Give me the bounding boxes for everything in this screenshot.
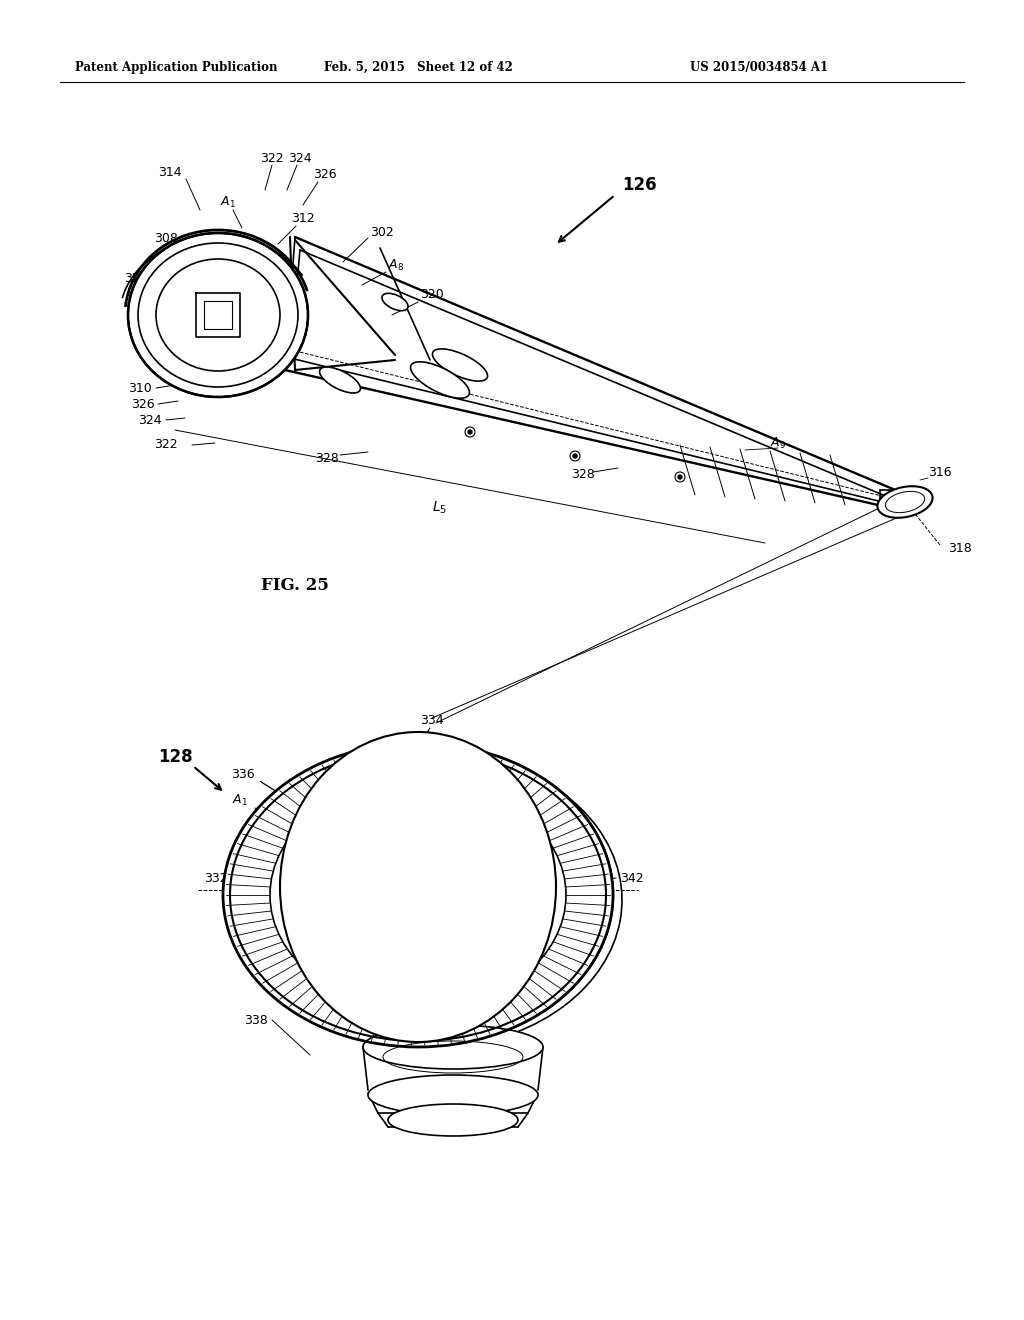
Text: 310: 310 bbox=[128, 381, 152, 395]
Text: 126: 126 bbox=[623, 176, 657, 194]
Ellipse shape bbox=[382, 293, 408, 310]
Ellipse shape bbox=[411, 362, 469, 399]
Text: Feb. 5, 2015   Sheet 12 of 42: Feb. 5, 2015 Sheet 12 of 42 bbox=[324, 61, 512, 74]
Text: 312: 312 bbox=[291, 211, 314, 224]
Text: 324: 324 bbox=[138, 413, 162, 426]
Text: $A_8$: $A_8$ bbox=[388, 257, 404, 272]
Text: 324: 324 bbox=[288, 152, 312, 165]
Text: 320: 320 bbox=[420, 289, 443, 301]
Text: 326: 326 bbox=[313, 169, 337, 181]
Ellipse shape bbox=[128, 234, 308, 397]
Ellipse shape bbox=[388, 1104, 518, 1137]
Text: 334: 334 bbox=[420, 714, 443, 726]
Text: 332: 332 bbox=[205, 871, 228, 884]
Text: 314: 314 bbox=[159, 165, 182, 178]
Ellipse shape bbox=[280, 733, 556, 1041]
Circle shape bbox=[675, 473, 685, 482]
Text: $A_1$: $A_1$ bbox=[220, 194, 236, 210]
Circle shape bbox=[468, 430, 472, 434]
Text: $A_9$: $A_9$ bbox=[770, 436, 786, 450]
Text: 128: 128 bbox=[158, 748, 193, 766]
Ellipse shape bbox=[270, 780, 566, 1010]
Text: 316: 316 bbox=[928, 466, 951, 479]
Text: 328: 328 bbox=[571, 469, 595, 482]
Text: 336: 336 bbox=[231, 768, 255, 781]
Text: $A_1$: $A_1$ bbox=[232, 792, 248, 808]
Ellipse shape bbox=[223, 743, 613, 1047]
Text: 318: 318 bbox=[948, 541, 972, 554]
Text: 340: 340 bbox=[449, 1023, 472, 1036]
Text: FIG. 25: FIG. 25 bbox=[261, 577, 329, 594]
Text: 342: 342 bbox=[620, 871, 644, 884]
Text: 302: 302 bbox=[370, 226, 394, 239]
Text: 322: 322 bbox=[155, 438, 178, 451]
Text: 328: 328 bbox=[315, 451, 339, 465]
Text: Patent Application Publication: Patent Application Publication bbox=[75, 61, 278, 74]
Circle shape bbox=[570, 451, 580, 461]
Circle shape bbox=[465, 426, 475, 437]
Text: 308: 308 bbox=[155, 231, 178, 244]
Ellipse shape bbox=[138, 243, 298, 387]
Text: 338: 338 bbox=[245, 1014, 268, 1027]
Text: 321: 321 bbox=[124, 272, 148, 285]
Text: 326: 326 bbox=[131, 397, 155, 411]
Ellipse shape bbox=[878, 486, 933, 517]
Circle shape bbox=[678, 475, 682, 479]
Ellipse shape bbox=[432, 348, 487, 381]
Text: $L_5$: $L_5$ bbox=[432, 500, 447, 516]
Text: 330: 330 bbox=[510, 1003, 534, 1016]
Ellipse shape bbox=[368, 1074, 538, 1115]
Text: FIG. 26: FIG. 26 bbox=[456, 1089, 524, 1106]
Circle shape bbox=[573, 454, 577, 458]
Ellipse shape bbox=[156, 259, 280, 371]
Ellipse shape bbox=[319, 367, 360, 393]
Text: 322: 322 bbox=[260, 152, 284, 165]
Ellipse shape bbox=[362, 1026, 543, 1069]
Text: US 2015/0034854 A1: US 2015/0034854 A1 bbox=[690, 61, 828, 74]
